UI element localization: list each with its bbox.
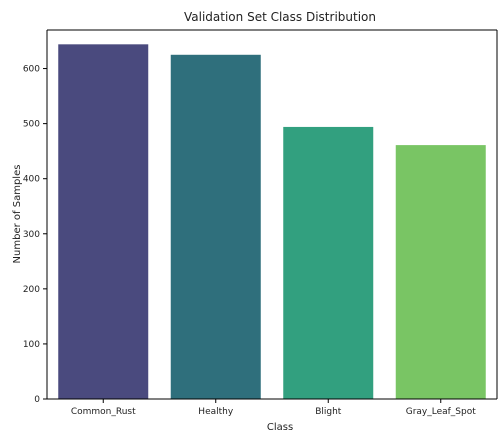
x-ticks-group: Common_Rust Healthy Blight Gray_Leaf_Spot	[71, 399, 476, 417]
y-tick-label: 400	[23, 175, 40, 185]
bars-group	[58, 44, 486, 400]
axes-group	[46, 29, 498, 400]
x-tick-label: Healthy	[198, 407, 234, 417]
x-axis-label: Class	[267, 422, 293, 433]
bar-gray-leaf-spot	[395, 145, 486, 399]
y-tick-label: 500	[23, 120, 40, 130]
bar-common-rust	[58, 44, 149, 400]
y-tick-label: 600	[23, 65, 40, 75]
y-tick-label: 300	[23, 230, 40, 240]
x-tick-label: Blight	[315, 407, 342, 417]
bar-healthy	[170, 54, 261, 400]
y-axis-label: Number of Samples	[12, 165, 23, 264]
chart-title: Validation Set Class Distribution	[184, 10, 376, 24]
bar-blight	[283, 126, 374, 400]
x-tick-label: Common_Rust	[71, 407, 136, 417]
y-ticks-group: 0 100 200 300 400 500 600	[23, 65, 47, 405]
y-tick-label: 0	[34, 395, 40, 405]
y-tick-label: 100	[23, 340, 40, 350]
x-tick-label: Gray_Leaf_Spot	[406, 407, 477, 417]
y-tick-label: 200	[23, 285, 40, 295]
